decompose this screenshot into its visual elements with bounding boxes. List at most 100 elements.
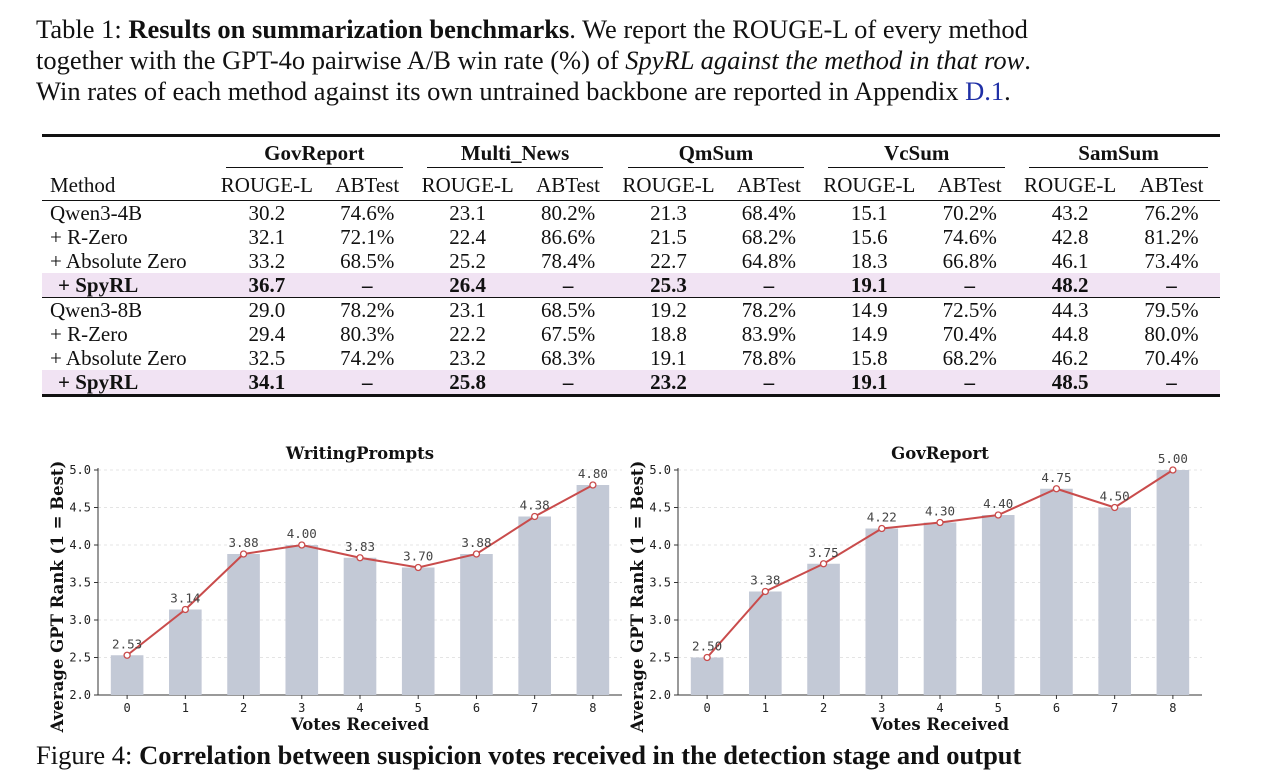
data-point [994,511,1002,519]
chart-writingprompts: 2.0 2.5 3.0 3.5 4.0 4.5 5.0 0 1 2 3 4 5 6 7 8 2.53 3.14 3.… [42,436,632,736]
table-cell: 25.8 [414,370,521,397]
table-cell: 78.8% [741,346,797,370]
x-tick-label: 8 [1169,701,1176,715]
table-cell: 70.4% [1144,346,1199,370]
table-cell: 68.2% [741,225,797,249]
group-header: SamSum [1017,134,1220,170]
data-label: 4.40 [983,496,1013,511]
table-cell: 23.2 [449,346,487,370]
data-point [1169,466,1177,474]
bar [923,522,957,695]
table-cell: – [319,273,415,298]
bar [865,528,899,695]
table-cell: 34.1 [213,370,320,397]
table-row: Qwen3-4B 30.2 74.6% 23.1 80.2% 21.3 68.4% 15.1 7… [42,201,1220,226]
bar [1040,488,1073,695]
table-cell: 46.1 [1051,249,1089,273]
table-cell: 18.8 [650,322,687,346]
method-cell: + SpyRL [42,370,214,397]
table-cell: 68.2% [942,346,997,370]
bar [807,563,840,695]
table-cell: 86.6% [540,225,596,249]
table-cell: 64.8% [741,249,797,273]
data-point [239,550,248,558]
method-cell: + R-Zero [50,322,128,346]
table-cell: 36.7 [213,273,320,298]
table-cell: 30.2 [248,201,286,225]
table-cell: – [319,370,415,397]
data-point [703,653,711,662]
table-cell: 80.2% [540,201,596,225]
data-label: 4.30 [925,504,955,519]
bar [749,591,782,695]
table-cell: – [520,273,616,298]
table-row: Qwen3-8B 29.0 78.2% 23.1 68.5% 19.2 78.2% 14.9 7… [42,297,1220,322]
table-cell: 43.2 [1051,201,1089,225]
table-cell: 25.2 [449,249,487,273]
table-cell: 83.9% [741,322,797,346]
x-axis-label: Votes Received [870,715,1010,734]
bar [1098,507,1131,695]
y-tick-label: 2.5 [649,651,671,665]
y-tick-label: 4.0 [649,538,671,552]
table-cell: 72.1% [340,225,395,249]
data-label: 3.75 [809,545,839,560]
table-cell: 21.5 [650,225,687,249]
chart-title: GovReport [891,444,989,463]
table-cell: 14.9 [850,322,888,346]
table-cell: 15.1 [850,201,888,225]
chart-svg: 2.0 2.5 3.0 3.5 4.0 4.5 5.0 0 1 2 3 4 5 6 7 8 2.53 3.14 3.… [48,444,622,734]
table-cell: 22.4 [449,225,487,249]
table-cell: 15.8 [850,346,888,370]
table-cell: 74.6% [340,201,395,225]
bar [690,657,724,695]
bar [169,609,202,695]
x-tick-label: 4 [356,701,363,715]
data-point [589,481,597,489]
bar [110,655,144,695]
data-label: 3.70 [403,549,433,564]
col-header: ROUGE-L [1017,170,1124,201]
y-tick-label: 3.0 [649,613,671,627]
y-axis-label: Average GPT Rank (1 = Best) [628,461,647,734]
table-cell: 66.8% [942,249,997,273]
bar [227,554,260,695]
y-tick-label: 2.5 [69,651,91,665]
table-cell: 29.0 [213,297,320,322]
x-tick-label: 0 [703,701,710,715]
method-cell: + Absolute Zero [50,346,187,370]
x-tick-label: 4 [936,701,943,715]
data-label: 3.14 [170,591,200,606]
group-header: QmSum [615,134,817,170]
table-cell: 80.3% [340,322,395,346]
method-cell: + SpyRL [42,273,214,298]
table-cell: – [721,273,817,298]
caption-line2-b: . [1024,45,1031,75]
table-row: + R-Zero 32.1 72.1% 22.4 86.6% 21.5 68.2% 15.6 7… [42,225,1220,249]
table-cell: 70.2% [942,201,997,225]
table-cell: – [1123,273,1220,298]
data-point [1052,485,1061,493]
figure-caption: Figure 4: Correlation between suspicion … [36,740,1236,771]
data-point [1111,503,1119,512]
x-tick-label: 6 [473,701,480,715]
data-label: 4.38 [520,498,550,513]
bar [460,554,493,695]
col-header: ROUGE-L [213,170,320,201]
appendix-link[interactable]: D.1 [965,76,1005,106]
x-tick-label: 1 [762,701,769,715]
data-label: 2.53 [112,636,142,651]
y-tick-label: 4.5 [69,501,91,515]
data-point [123,651,131,659]
table-cell: 79.5% [1123,297,1220,322]
table-cell: 68.3% [540,346,596,370]
table-cell: 73.4% [1144,249,1199,273]
col-header: ABTest [922,170,1018,201]
data-label: 4.80 [578,466,608,481]
table-cell: 19.2 [615,297,722,322]
bar [285,545,319,695]
col-header: ABTest [319,170,415,201]
table-cell: 78.2% [721,297,817,322]
table-cell: 29.4 [248,322,286,346]
table-cell: 23.1 [414,297,521,322]
